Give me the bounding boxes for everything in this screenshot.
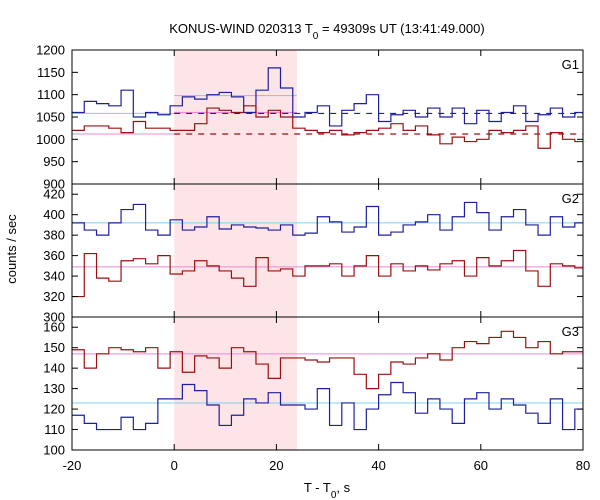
- y-tick-label: 1100: [37, 87, 65, 102]
- panel-label-g3: G3: [562, 324, 579, 339]
- panel-label-g2: G2: [562, 191, 579, 206]
- panel-g2: 300 320 340 360 380 400 420 G2: [43, 183, 584, 325]
- series-red-g3: [72, 330, 583, 390]
- panel-frame-g1: [71, 49, 584, 185]
- y-tick-label: 150: [43, 340, 65, 355]
- y-axis-title: counts / sec: [4, 214, 19, 284]
- y-tick-label: 900: [43, 177, 65, 192]
- series-blue-g1: [72, 67, 583, 127]
- x-axis-title: T - T0, s: [304, 480, 351, 500]
- panel-g3: 100 110 120 130 140 150 160 G3: [43, 316, 584, 458]
- x-tick-label: 0: [171, 458, 178, 473]
- chart-title-rest: = 49309s UT (13:41:49.000): [318, 21, 484, 36]
- y-tick-label: 400: [43, 207, 65, 222]
- y-tick-label: 110: [44, 422, 65, 437]
- y-tick-label: 1200: [36, 43, 65, 58]
- x-axis-title-subscript: 0: [331, 490, 337, 500]
- y-tick-label: 360: [43, 248, 65, 263]
- y-tick-label: 1000: [36, 132, 65, 147]
- panel-label-g1: G1: [562, 57, 579, 72]
- series-blue-g3: [72, 381, 583, 431]
- x-tick-label: 40: [371, 458, 385, 473]
- x-tick-label: 60: [474, 458, 488, 473]
- panel-frame-g3: [71, 316, 584, 451]
- y-tick-label: 420: [43, 187, 65, 202]
- x-tick-label: 80: [576, 458, 590, 473]
- y-tick-label: 950: [43, 154, 65, 169]
- y-tick-label: 120: [43, 402, 65, 417]
- y-tick-label: 130: [43, 381, 65, 396]
- x-tick-label: -20: [63, 458, 82, 473]
- y-tick-label: 160: [43, 320, 65, 335]
- chart-title: KONUS-WIND 020313 T0 = 49309s UT (13:41:…: [169, 21, 484, 42]
- panel-frame-g2: [71, 183, 584, 318]
- series-red-g2: [72, 249, 583, 298]
- y-tick-label: 340: [43, 269, 65, 284]
- chart-title-main: KONUS-WIND 020313 T: [169, 21, 313, 36]
- y-tick-label: 320: [43, 289, 65, 304]
- y-tick-label: 300: [43, 310, 65, 325]
- series-red-g1: [72, 105, 583, 149]
- y-tick-label: 380: [43, 228, 65, 243]
- x-tick-label: 20: [269, 458, 283, 473]
- series-blue-g2: [72, 201, 583, 236]
- panel-g1: 900 950 1000 1050 1100 1150 1200 G1: [36, 43, 584, 192]
- burst-interval-highlight: [174, 50, 297, 450]
- x-axis-title-main: T - T: [304, 480, 331, 495]
- chart-title-subscript: 0: [313, 31, 319, 42]
- y-tick-label: 1050: [36, 110, 65, 125]
- y-tick-label: 100: [43, 443, 65, 458]
- x-axis-title-rest: , s: [336, 480, 350, 495]
- y-tick-label: 140: [43, 361, 65, 376]
- y-tick-label: 1150: [37, 65, 65, 80]
- panels-group: 900 950 1000 1050 1100 1150 1200 G1 300 320 340 360…: [36, 43, 584, 458]
- x-tick-labels: -20 0 20 40 60 80: [63, 458, 591, 473]
